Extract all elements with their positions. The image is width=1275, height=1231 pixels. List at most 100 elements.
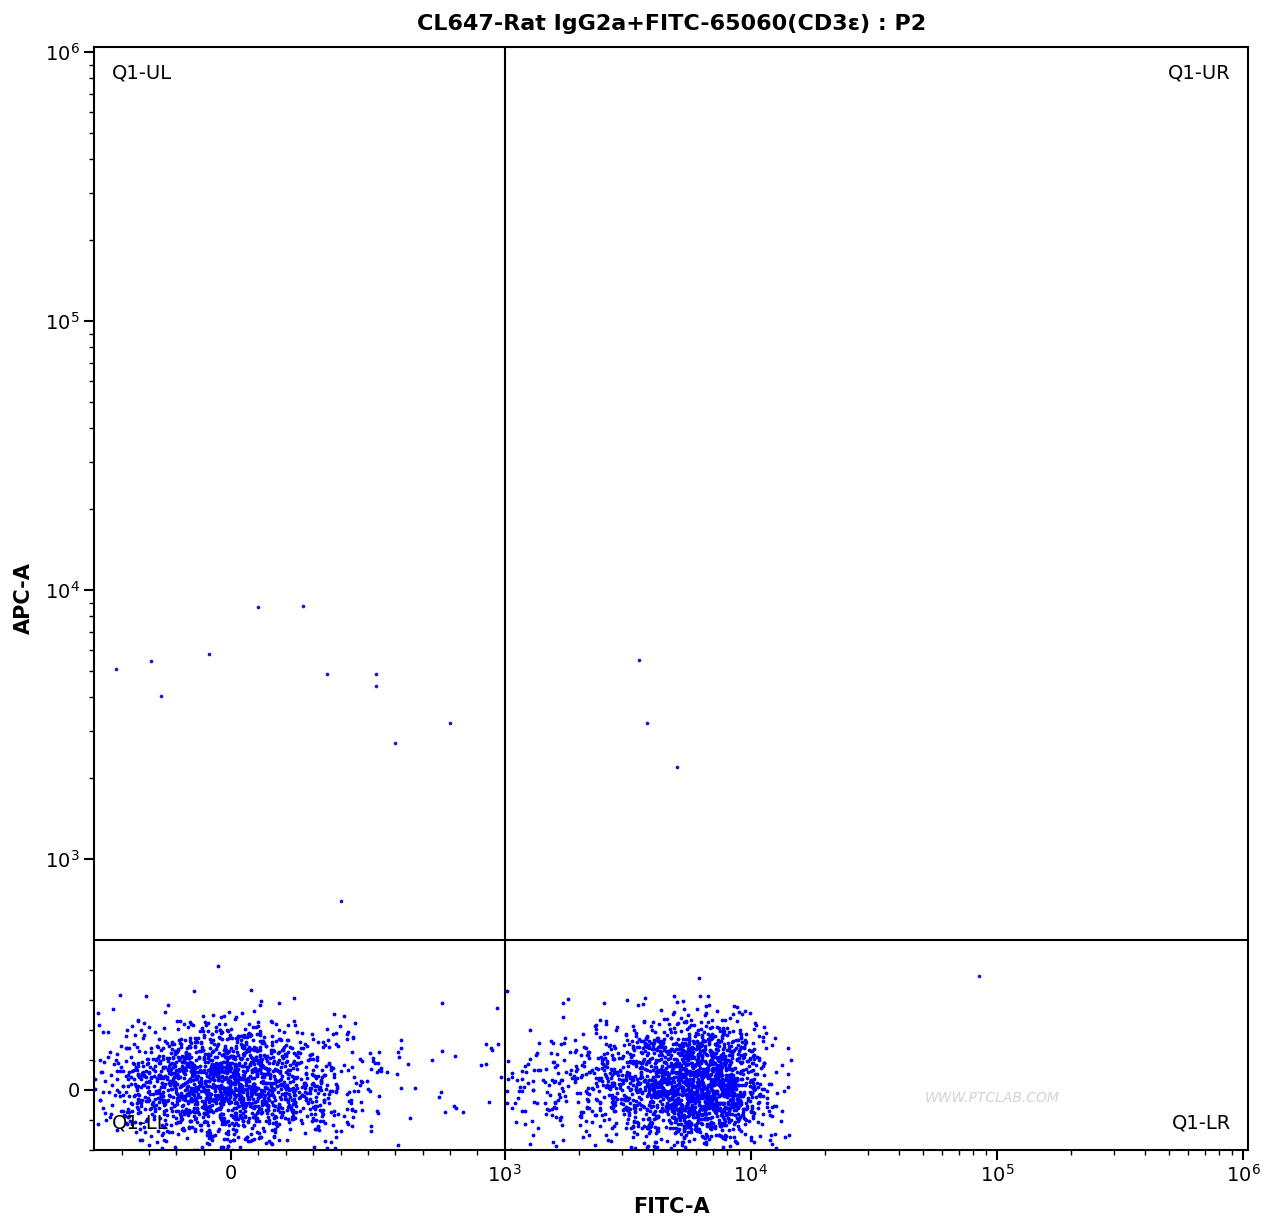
Point (184, 1098, 204, 1118)
Point (210, 1056, 231, 1076)
Point (204, 1064, 224, 1083)
Point (700, 1065, 720, 1085)
Point (249, 1016, 269, 1035)
Point (688, 1073, 709, 1093)
Point (654, 1083, 674, 1103)
Point (592, 1105, 612, 1125)
Point (657, 1072, 677, 1092)
Point (222, 1046, 242, 1066)
Point (311, 1072, 332, 1092)
Point (233, 1039, 254, 1059)
Point (717, 1070, 737, 1089)
Point (210, 1104, 231, 1124)
Point (179, 1082, 199, 1102)
Point (673, 1118, 694, 1137)
Point (688, 1077, 709, 1097)
Point (681, 1011, 701, 1030)
Point (705, 1057, 725, 1077)
Point (543, 1097, 564, 1117)
Point (136, 1049, 157, 1069)
Point (242, 1152, 263, 1172)
Point (278, 1060, 298, 1080)
Point (668, 1102, 688, 1121)
Point (690, 1057, 710, 1077)
Point (93, 1082, 113, 1102)
Point (209, 1077, 230, 1097)
Point (717, 1085, 737, 1104)
Point (167, 1046, 187, 1066)
Point (666, 1081, 686, 1101)
Point (731, 1054, 751, 1073)
Point (201, 1024, 222, 1044)
Point (682, 1056, 703, 1076)
Point (214, 1089, 235, 1109)
Point (110, 1061, 130, 1081)
Point (128, 1099, 148, 1119)
Point (311, 1071, 332, 1091)
Point (221, 1066, 241, 1086)
Point (696, 1125, 717, 1145)
Point (677, 1019, 697, 1039)
Point (177, 1129, 198, 1149)
Point (388, 1043, 408, 1062)
Point (208, 1076, 228, 1096)
Point (491, 1067, 511, 1087)
Point (694, 1061, 714, 1081)
Point (663, 1086, 683, 1105)
Point (269, 1103, 289, 1123)
Point (224, 1060, 245, 1080)
Point (680, 1034, 700, 1054)
Point (207, 1064, 227, 1083)
Point (119, 1102, 139, 1121)
Point (710, 1071, 731, 1091)
Point (599, 1076, 620, 1096)
Point (207, 1054, 227, 1073)
Point (740, 1072, 760, 1092)
Point (634, 1117, 654, 1136)
Point (232, 1108, 252, 1128)
Point (260, 1064, 280, 1083)
Point (255, 1133, 275, 1152)
Point (159, 1086, 180, 1105)
Point (719, 1054, 739, 1073)
Point (648, 1107, 668, 1126)
Point (198, 1044, 218, 1064)
Point (237, 1057, 258, 1077)
Point (246, 1091, 266, 1110)
Point (259, 1080, 279, 1099)
Point (666, 1034, 686, 1054)
Point (683, 1048, 704, 1067)
Point (677, 1140, 697, 1160)
Point (134, 1013, 154, 1033)
Point (714, 1140, 734, 1160)
Point (180, 1038, 200, 1057)
Point (166, 1082, 186, 1102)
Point (578, 1097, 598, 1117)
Point (305, 1096, 325, 1115)
Point (187, 1080, 208, 1099)
Point (254, 1064, 274, 1083)
Point (306, 1056, 326, 1076)
Point (306, 1110, 326, 1130)
Point (215, 1040, 236, 1060)
Point (566, 1060, 586, 1080)
Point (329, 1016, 349, 1035)
Point (616, 1097, 636, 1117)
Point (189, 1077, 209, 1097)
Point (709, 1086, 729, 1105)
Point (732, 1064, 752, 1083)
Point (687, 1087, 708, 1107)
Point (714, 1128, 734, 1147)
Point (180, 1032, 200, 1051)
Point (664, 1062, 685, 1082)
Point (242, 1093, 263, 1113)
Point (173, 1120, 194, 1140)
Point (176, 1103, 196, 1123)
Point (117, 1099, 138, 1119)
Point (668, 1101, 688, 1120)
Point (650, 1077, 671, 1097)
Point (687, 1087, 708, 1107)
Point (646, 1094, 667, 1114)
Point (282, 1089, 302, 1109)
Point (154, 1092, 175, 1112)
